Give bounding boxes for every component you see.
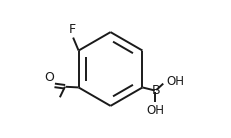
Text: B: B: [151, 84, 159, 97]
Text: OH: OH: [146, 104, 164, 117]
Text: O: O: [44, 71, 54, 84]
Text: OH: OH: [165, 75, 183, 88]
Text: F: F: [69, 23, 76, 36]
